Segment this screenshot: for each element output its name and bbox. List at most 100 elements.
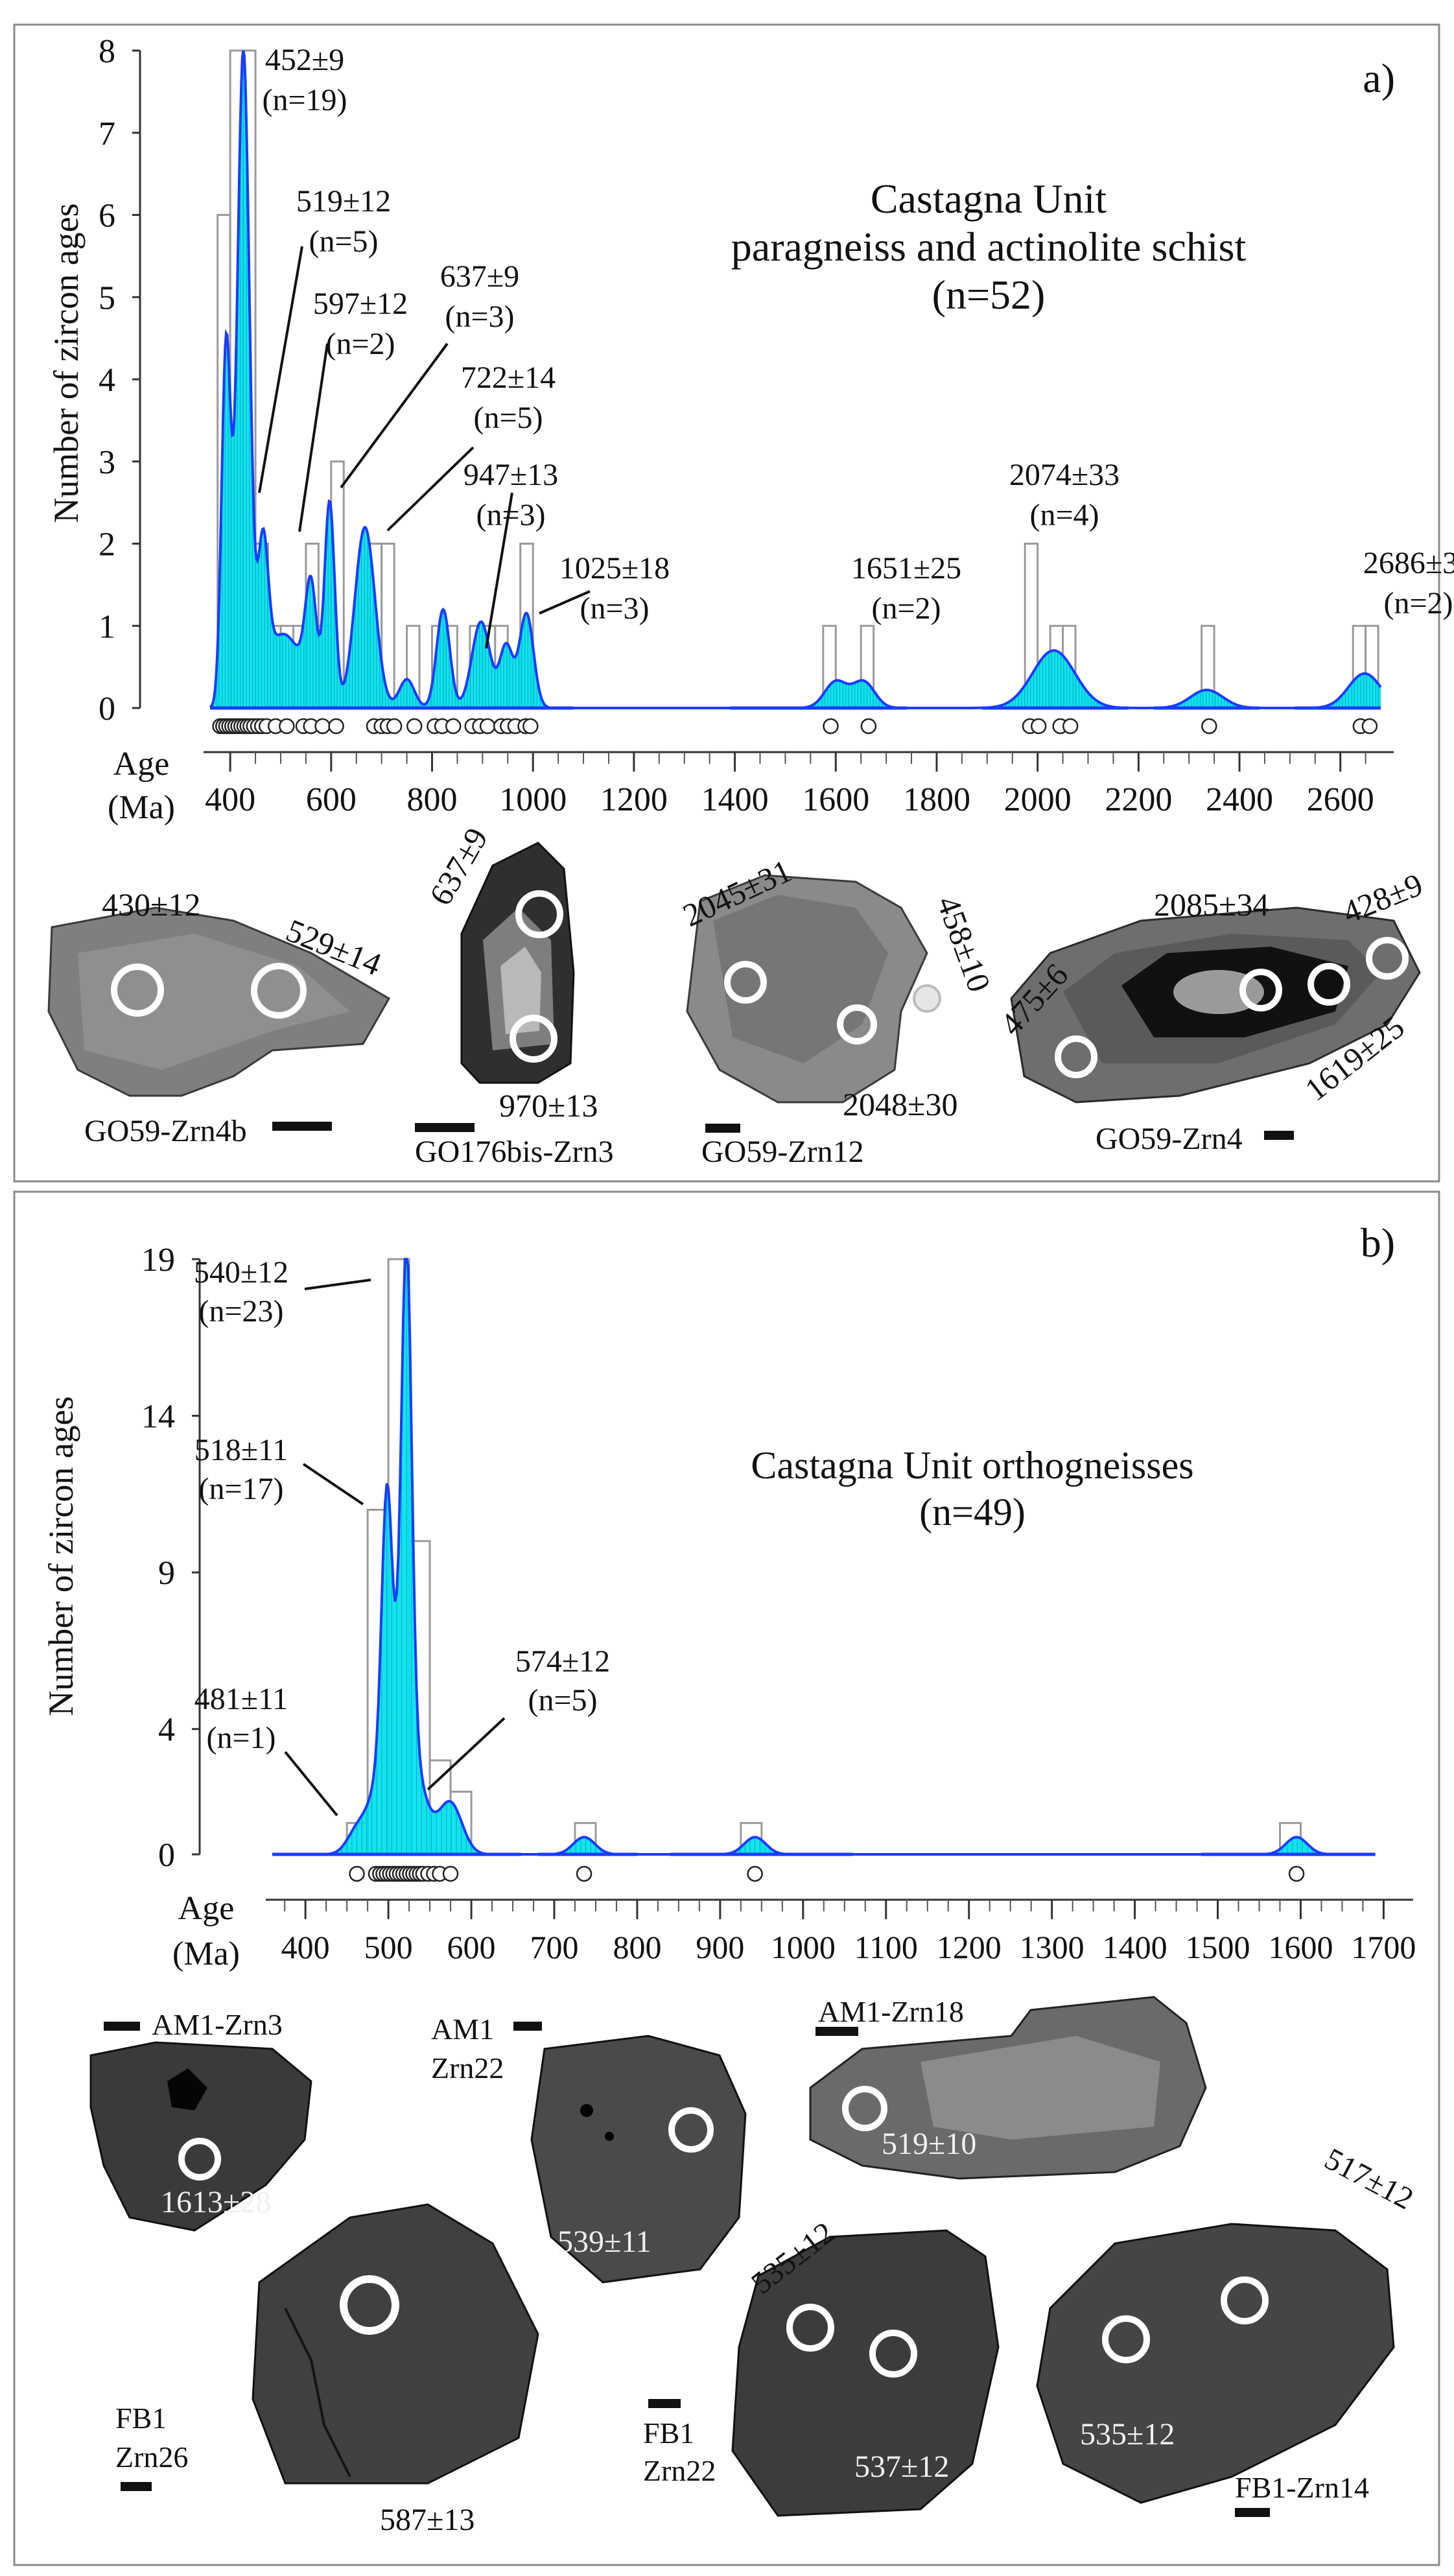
x-tick-label: 1500: [1186, 1929, 1250, 1965]
x-tick-label: 800: [613, 1929, 661, 1965]
age-marker: [314, 718, 331, 735]
x-tick-label: 1600: [802, 781, 869, 818]
chart-b-xlabel-line2: (Ma): [172, 1935, 240, 1972]
y-tick-label: 14: [141, 1399, 175, 1436]
x-tick-label: 1700: [1351, 1929, 1416, 1965]
age-marker: [1030, 718, 1047, 735]
peak-annotation: (n=2): [1383, 586, 1453, 620]
zircon-grain-a2-core: [500, 947, 541, 1034]
analysis-spot: [837, 1004, 877, 1045]
peak-annotation: 1025±18: [559, 551, 670, 585]
zircon-grain-b1-inclusion: [167, 2068, 207, 2110]
chart-a-xlabel-line1: Age: [113, 746, 170, 783]
panel-a-border: [13, 23, 1440, 1183]
grain-a2-caption: GO176bis-Zrn3: [415, 1135, 614, 1169]
y-tick-label: 19: [141, 1242, 175, 1279]
y-tick-label: 2: [99, 526, 115, 563]
y-tick-label: 7: [99, 115, 115, 152]
analysis-spot: [869, 2330, 917, 2378]
peak-annotation: 518±11: [194, 1433, 288, 1467]
peak-annotation: 947±13: [463, 458, 558, 492]
grain-a1-caption: GO59-Zrn4b: [84, 1114, 247, 1148]
age-marker: [1288, 1865, 1305, 1882]
x-tick-label: 800: [407, 781, 458, 818]
grain-b2-caption-line1: AM1: [431, 2013, 494, 2046]
x-tick-label: 1800: [903, 781, 970, 818]
panel-b-border: [13, 1190, 1440, 2566]
zircon-grain-a4-inner: [1173, 970, 1264, 1014]
age-marker: [860, 718, 877, 735]
chart-b-title-line1: Castagna Unit orthogneisses: [751, 1444, 1193, 1487]
zircon-grain-b3-zoning: [920, 2036, 1160, 2140]
analysis-spot: [515, 890, 563, 938]
scale-bar: [272, 1122, 332, 1131]
annotation-leader: [298, 343, 329, 532]
analysis-spot: [251, 963, 307, 1019]
scale-bar: [121, 2482, 152, 2491]
scale-bar: [648, 2399, 681, 2408]
peak-annotation: (n=19): [262, 83, 347, 117]
x-tick-label: 2400: [1206, 781, 1273, 818]
grain-b2-caption-line2: Zrn22: [431, 2051, 504, 2085]
x-tick-label: 400: [281, 1929, 330, 1965]
analysis-spot: [111, 963, 164, 1017]
scale-bar: [705, 1124, 740, 1133]
peak-annotation: (n=4): [1029, 498, 1099, 532]
y-tick-label: 0: [99, 691, 115, 727]
x-tick-label: 900: [696, 1929, 744, 1965]
zircon-grain-a3-zoning: [713, 895, 888, 1063]
peak-annotation: 574±12: [515, 1644, 610, 1679]
chart-a-title-line1: Castagna Unit: [871, 176, 1107, 222]
analysis-spot: [842, 2086, 887, 2131]
grain-b4-age: 587±13: [380, 2503, 475, 2537]
analysis-spot: [1102, 2315, 1150, 2363]
age-marker: [522, 718, 539, 735]
peak-annotation: 2686±34: [1363, 546, 1454, 580]
grain-b3-caption: AM1-Zrn18: [818, 1995, 964, 2028]
analysis-spot: [340, 2275, 399, 2335]
kde-area: [210, 51, 1381, 708]
grain-b5-caption-line2: Zrn22: [643, 2454, 716, 2487]
x-tick-label: 1300: [1020, 1929, 1085, 1965]
peak-annotation: 2074±33: [1009, 458, 1120, 492]
grain-b4-caption-line2: Zrn26: [115, 2440, 188, 2474]
chart-a-title-line3: (n=52): [932, 272, 1046, 318]
x-tick-label: 2000: [1004, 781, 1072, 818]
annotation-leader: [304, 1279, 371, 1290]
analysis-spot: [786, 2304, 834, 2352]
peak-annotation: 722±14: [461, 360, 556, 395]
scale-bar: [1264, 1131, 1294, 1140]
scale-bar: [104, 2022, 140, 2031]
peak-annotation: (n=5): [309, 224, 378, 259]
annotation-leader: [284, 1751, 338, 1817]
y-tick-label: 8: [99, 33, 115, 70]
grain-a3-age-bottom: 2048±30: [843, 1086, 957, 1122]
analysis-spot: [510, 1015, 557, 1063]
age-marker: [349, 1865, 365, 1882]
age-marker: [386, 718, 403, 735]
panel-label-b: b): [1361, 1220, 1395, 1266]
grain-b1-age: 1613±28: [161, 2185, 271, 2219]
scale-bar: [1235, 2508, 1270, 2517]
chart-a-xlabel-line2: (Ma): [108, 789, 175, 826]
peak-annotation: (n=1): [206, 1721, 276, 1755]
x-tick-label: 2200: [1105, 781, 1172, 818]
x-tick-label: 1000: [499, 781, 567, 818]
analysis-spot: [724, 961, 767, 1004]
annotation-leader: [485, 492, 513, 649]
peak-annotation: (n=23): [198, 1294, 283, 1329]
peak-annotation: (n=5): [473, 401, 543, 435]
peak-annotation: (n=3): [580, 591, 649, 626]
peak-annotation: 1651±25: [851, 551, 961, 585]
analysis-spot: [1055, 1035, 1097, 1078]
scale-bar: [415, 1123, 475, 1132]
y-tick-label: 3: [99, 444, 115, 481]
age-marker: [747, 1865, 763, 1882]
y-tick-label: 4: [99, 362, 115, 399]
zircon-grain-b4-crack: [284, 2308, 351, 2477]
peak-annotation: (n=5): [528, 1683, 597, 1718]
y-tick-label: 9: [158, 1555, 175, 1592]
annotation-leader: [386, 446, 475, 532]
chart-a-title-line2: paragneiss and actinolite schist: [731, 224, 1247, 270]
grain-a3-age-right: 458±10: [930, 892, 998, 997]
